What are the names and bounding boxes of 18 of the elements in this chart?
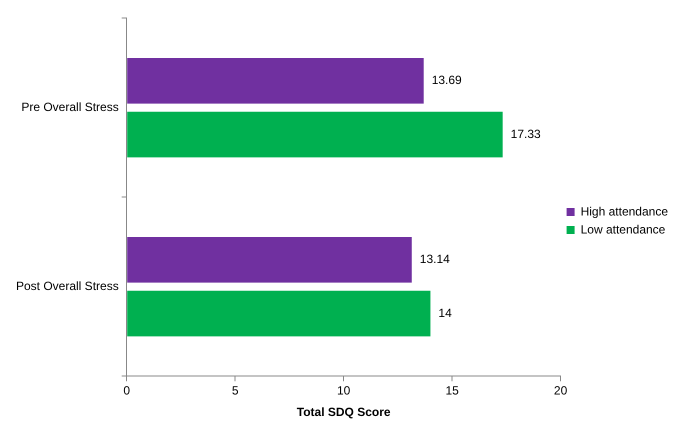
data-label: 13.69 — [432, 73, 462, 88]
data-label: 13.14 — [420, 252, 450, 266]
x-tick-label: 10 — [336, 384, 351, 398]
bar — [127, 58, 424, 104]
y-tick-label: Post Overall Stress — [16, 279, 119, 294]
x-tick-label: 15 — [445, 384, 460, 398]
data-label: 17.33 — [510, 126, 542, 141]
bar — [127, 290, 430, 336]
bar — [127, 112, 503, 158]
data-label: 14 — [438, 306, 452, 320]
x-tick-label: 20 — [554, 384, 568, 398]
x-tick-label: 0 — [123, 384, 130, 398]
x-axis-title: Total SDQ Score — [296, 405, 391, 420]
x-tick-label: 5 — [232, 384, 239, 398]
legend-label: Low attendance — [580, 222, 666, 236]
bar — [127, 237, 412, 283]
y-tick-label: Pre Overall Stress — [21, 100, 119, 114]
legend-label: High attendance — [580, 204, 668, 218]
